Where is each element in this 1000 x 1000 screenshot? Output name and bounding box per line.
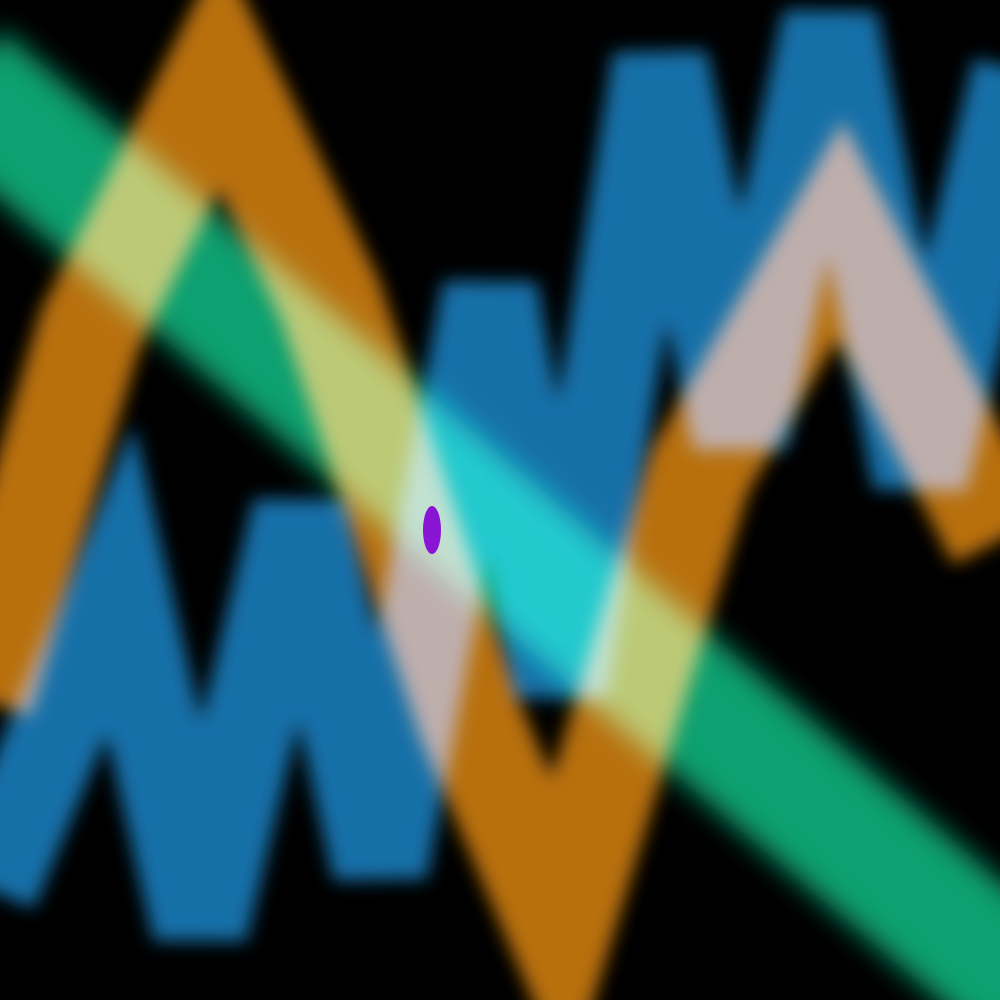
blue-zigzag-band xyxy=(0,10,1000,942)
purple-oval-marker xyxy=(423,506,441,554)
